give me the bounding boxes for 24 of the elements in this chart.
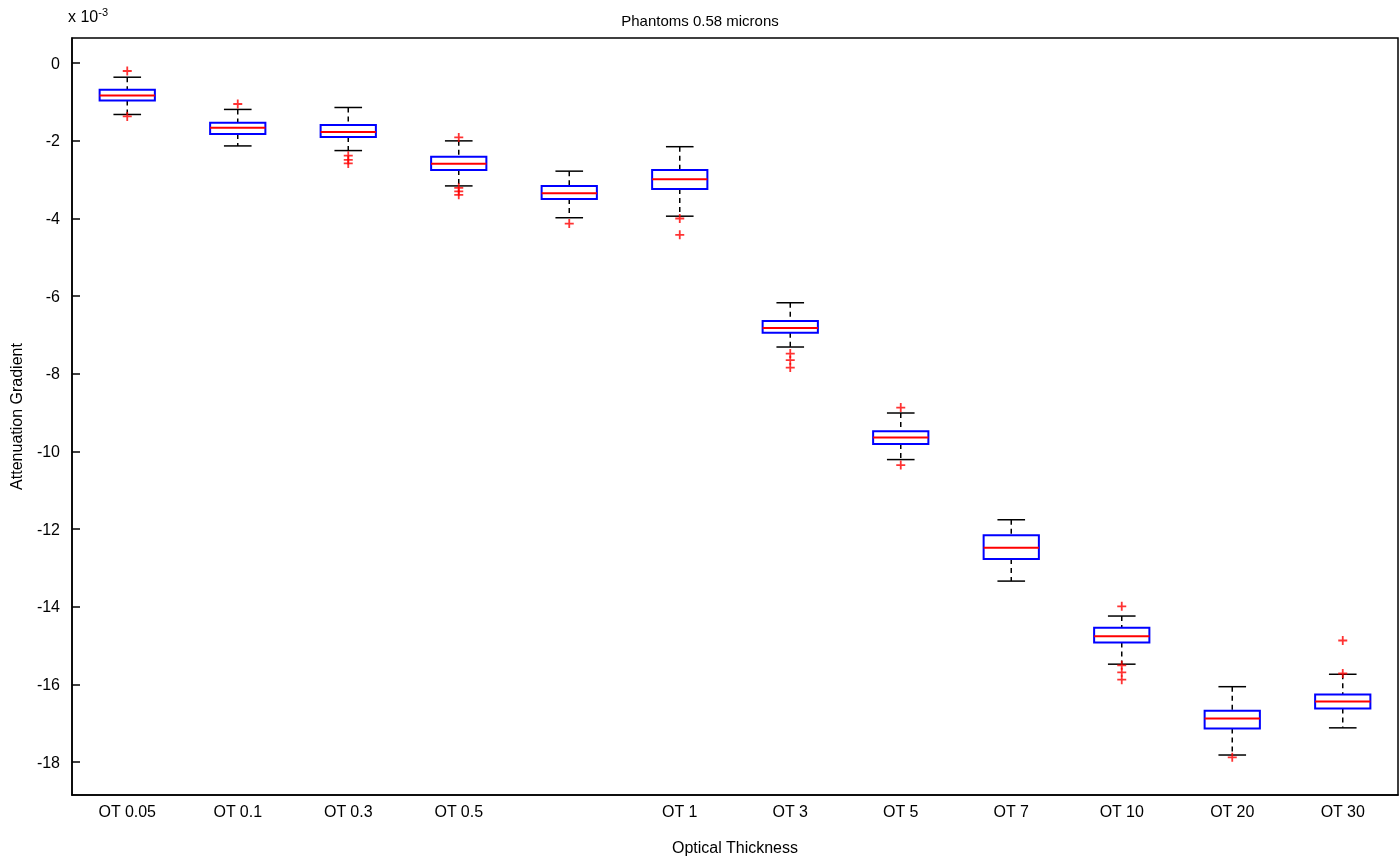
- y-tick-label: -2: [45, 132, 61, 150]
- x-tick-label: OT 0.05: [98, 802, 157, 820]
- y-tick-label: -12: [36, 520, 61, 538]
- x-tick-label: OT 0.3: [323, 802, 373, 820]
- y-axis-title: Attenuation Gradient: [7, 342, 25, 490]
- y-tick-label: -16: [36, 675, 61, 693]
- x-tick-label: OT 0.5: [434, 802, 484, 820]
- y-tick-label: -6: [45, 287, 61, 305]
- y-tick-label: -18: [36, 753, 61, 771]
- x-tick-label: OT 3: [772, 802, 808, 820]
- x-tick-label: OT 0.1: [213, 802, 263, 820]
- y-tick-label: -10: [36, 442, 61, 460]
- x-axis-title: Optical Thickness: [672, 838, 798, 856]
- x-tick-label: OT 7: [993, 802, 1029, 820]
- y-tick-label: -4: [45, 210, 61, 228]
- chart-title: Phantoms 0.58 microns: [621, 12, 779, 29]
- y-tick-label: -8: [45, 365, 61, 383]
- y-tick-label: 0: [51, 54, 61, 72]
- x-tick-label: OT 10: [1099, 802, 1144, 820]
- y-tick-label: -14: [36, 598, 61, 616]
- x-tick-label: OT 20: [1210, 802, 1255, 820]
- x-tick-label: OT 1: [662, 802, 698, 820]
- x-tick-label: OT 30: [1320, 802, 1365, 820]
- x-tick-label: OT 5: [883, 802, 919, 820]
